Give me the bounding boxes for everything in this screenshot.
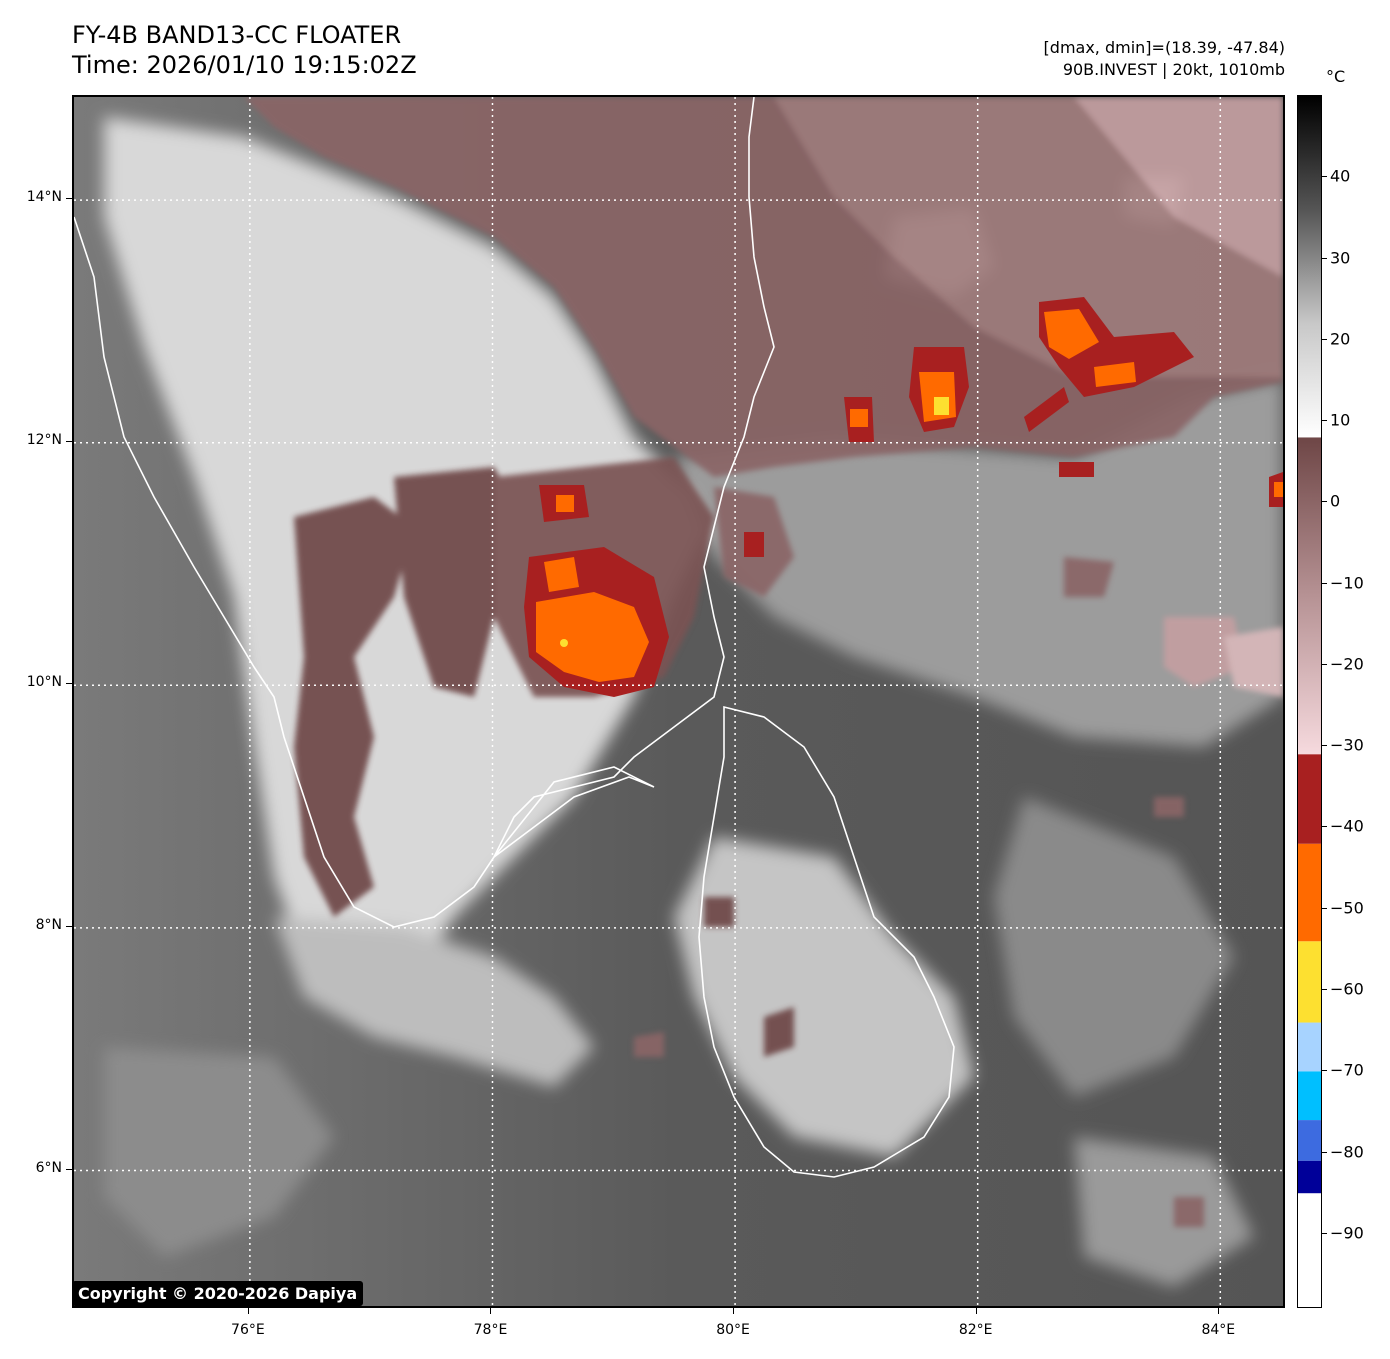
data-range: [dmax, dmin]=(18.39, -47.84)	[1043, 38, 1285, 57]
colorbar-segment	[1298, 1120, 1321, 1161]
colorbar-graphic	[1298, 96, 1321, 1307]
colorbar-tick-label: 40	[1330, 166, 1351, 186]
lon-tick-mark	[247, 1308, 249, 1314]
colorbar-tick-mark	[1322, 338, 1327, 340]
colorbar-tick-mark	[1322, 663, 1327, 665]
colorbar-tick-label: −70	[1330, 1060, 1364, 1080]
colorbar-tick-label: 20	[1330, 329, 1351, 349]
chart-title: FY-4B BAND13-CC FLOATER Time: 2026/01/10…	[72, 20, 417, 80]
lon-tick-label: 82°E	[958, 1322, 993, 1338]
lon-tick-label: 78°E	[473, 1322, 508, 1338]
lon-tick-label: 76°E	[231, 1322, 265, 1338]
colorbar-tick-mark	[1322, 907, 1327, 909]
colorbar-tick-label: −60	[1330, 979, 1364, 999]
colorbar-segment	[1298, 1022, 1321, 1072]
colorbar-tick-label: −50	[1330, 898, 1364, 918]
colorbar-tick-mark	[1322, 501, 1327, 503]
colorbar-unit: °C	[1326, 67, 1346, 86]
colorbar-tick-mark	[1322, 1070, 1327, 1072]
colorbar-tick-label: 30	[1330, 248, 1351, 268]
colorbar-tick-label: −20	[1330, 654, 1364, 674]
colorbar-tick-label: −90	[1330, 1223, 1364, 1243]
colorbar-gradient-segment	[1298, 437, 1321, 755]
title-time: Time: 2026/01/10 19:15:02Z	[72, 51, 417, 79]
colorbar-segment	[1298, 1160, 1321, 1194]
coastlines	[74, 97, 955, 1178]
colorbar-tick-mark	[1322, 826, 1327, 828]
colorbar-tick-label: −10	[1330, 573, 1364, 593]
satellite-map[interactable]	[72, 95, 1285, 1308]
lat-tick-mark	[66, 1168, 72, 1170]
lon-tick-label: 80°E	[716, 1322, 750, 1338]
copyright-label: Copyright © 2020-2026 Dapiya	[72, 1281, 364, 1306]
colorbar-tick-label: −80	[1330, 1142, 1364, 1162]
colorbar-tick-mark	[1322, 257, 1327, 259]
colorbar	[1297, 95, 1322, 1308]
lon-tick-mark	[1218, 1308, 1220, 1314]
lon-tick-label: 84°E	[1201, 1322, 1236, 1338]
colorbar-tick-label: 0	[1330, 491, 1341, 511]
lat-tick-label: 10°N	[26, 674, 62, 691]
colorbar-segment	[1298, 941, 1321, 1023]
lat-tick-mark	[66, 440, 72, 442]
lat-tick-mark	[66, 683, 72, 685]
colorbar-tick-mark	[1322, 1232, 1327, 1234]
colorbar-gradient-segment	[1298, 96, 1321, 438]
colorbar-tick-mark	[1322, 989, 1327, 991]
storm-name-intensity: 90B.INVEST | 20kt, 1010mb	[1062, 60, 1285, 79]
title-product: FY-4B BAND13-CC FLOATER	[72, 21, 402, 49]
colorbar-tick-mark	[1322, 420, 1327, 422]
lat-tick-label: 8°N	[35, 916, 62, 933]
lat-tick-mark	[66, 198, 72, 200]
colorbar-segment	[1298, 754, 1321, 844]
lat-tick-label: 6°N	[35, 1159, 62, 1176]
lon-tick-mark	[975, 1308, 977, 1314]
colorbar-segment	[1298, 1071, 1321, 1121]
colorbar-segment	[1298, 843, 1321, 942]
convective-cores	[524, 297, 1283, 697]
colorbar-segment	[1298, 1193, 1321, 1307]
lat-tick-label: 12°N	[26, 431, 62, 448]
colorbar-tick-mark	[1322, 582, 1327, 584]
lon-tick-mark	[733, 1308, 735, 1314]
storm-info: [dmax, dmin]=(18.39, -47.84) 90B.INVEST …	[1044, 37, 1285, 81]
colorbar-tick-label: −30	[1330, 735, 1364, 755]
lat-tick-mark	[66, 925, 72, 927]
colorbar-tick-label: −40	[1330, 816, 1364, 836]
lat-tick-label: 14°N	[26, 189, 62, 206]
colorbar-tick-mark	[1322, 176, 1327, 178]
colorbar-tick-mark	[1322, 745, 1327, 747]
lon-tick-mark	[490, 1308, 492, 1314]
map-canvas	[74, 97, 1283, 1306]
colorbar-tick-mark	[1322, 1151, 1327, 1153]
colorbar-tick-label: 10	[1330, 410, 1351, 430]
